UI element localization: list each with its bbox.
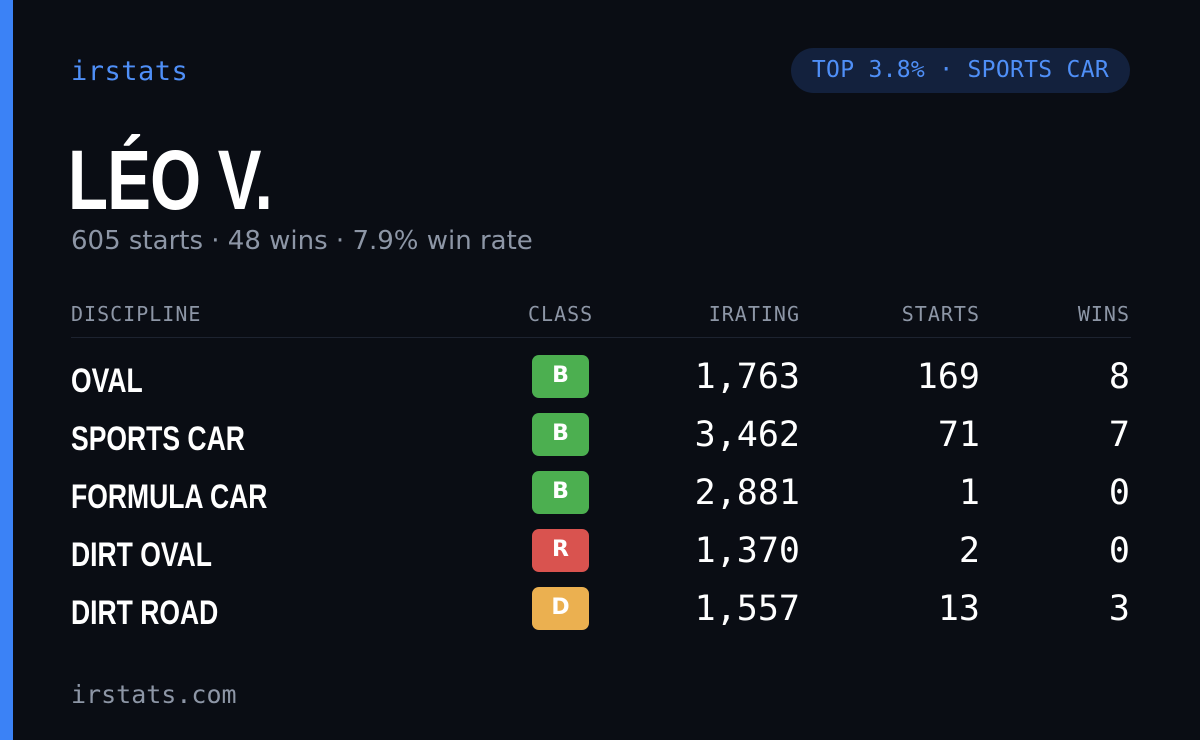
discipline-name: OVAL: [71, 362, 143, 400]
discipline-table: DISCIPLINE CLASS IRATING STARTS WINS OVA…: [71, 296, 1131, 644]
wins-value: 3: [1108, 589, 1130, 629]
rank-badge: TOP 3.8% · SPORTS CAR: [790, 48, 1130, 93]
table-body: OVAL B 1,763 169 8 SPORTS CAR B 3,462 71…: [71, 338, 1131, 644]
irating-value: 3,462: [694, 415, 800, 455]
footer-url[interactable]: irstats.com: [71, 680, 237, 709]
irating-value: 2,881: [694, 473, 800, 513]
column-header-starts: STARTS: [901, 302, 980, 326]
wins-value: 7: [1108, 415, 1130, 455]
table-header: DISCIPLINE CLASS IRATING STARTS WINS: [71, 296, 1131, 338]
license-class-badge: R: [532, 529, 589, 572]
wins-value: 8: [1108, 357, 1130, 397]
discipline-name: SPORTS CAR: [71, 420, 245, 458]
discipline-name: DIRT OVAL: [71, 536, 212, 574]
license-class-badge: B: [532, 413, 589, 456]
discipline-name: DIRT ROAD: [71, 594, 219, 632]
column-header-class: CLASS: [528, 302, 594, 326]
discipline-name: FORMULA CAR: [71, 478, 268, 516]
license-class-badge: B: [532, 355, 589, 398]
column-header-irating: IRATING: [708, 302, 800, 326]
table-row: FORMULA CAR B 2,881 1 0: [71, 470, 1131, 528]
driver-name: LÉO V.: [68, 133, 273, 227]
column-header-wins: WINS: [1077, 302, 1130, 326]
table-row: SPORTS CAR B 3,462 71 7: [71, 412, 1131, 470]
table-row: DIRT ROAD D 1,557 13 3: [71, 586, 1131, 644]
irating-value: 1,557: [694, 589, 800, 629]
table-row: DIRT OVAL R 1,370 2 0: [71, 528, 1131, 586]
wins-value: 0: [1108, 531, 1130, 571]
irating-value: 1,370: [694, 531, 800, 571]
accent-bar: [0, 0, 13, 740]
column-header-discipline: DISCIPLINE: [71, 302, 202, 326]
wins-value: 0: [1108, 473, 1130, 513]
irating-value: 1,763: [694, 357, 800, 397]
license-class-badge: B: [532, 471, 589, 514]
starts-value: 2: [958, 531, 980, 571]
license-class-badge: D: [532, 587, 589, 630]
brand-logo-text[interactable]: irstats: [71, 56, 189, 87]
starts-value: 1: [958, 473, 980, 513]
starts-value: 71: [937, 415, 980, 455]
starts-value: 169: [916, 357, 980, 397]
career-summary: 605 starts · 48 wins · 7.9% win rate: [71, 226, 533, 256]
table-row: OVAL B 1,763 169 8: [71, 354, 1131, 412]
starts-value: 13: [937, 589, 980, 629]
